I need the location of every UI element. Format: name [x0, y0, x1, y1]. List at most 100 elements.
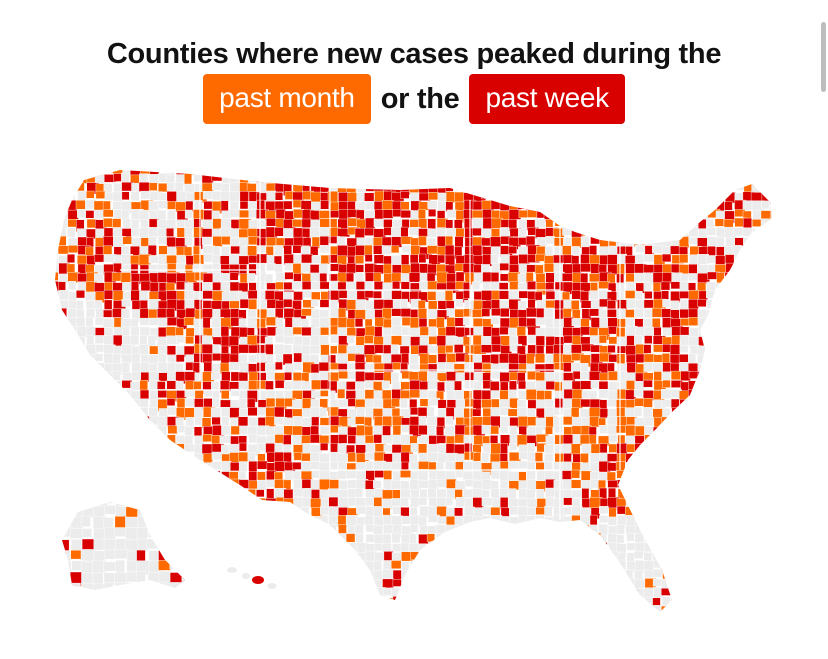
county-cell: [103, 227, 114, 238]
county-cell: [608, 191, 617, 204]
county-cell: [347, 408, 357, 418]
county-cell: [661, 561, 674, 572]
county-cell: [284, 579, 294, 592]
county-cell: [678, 452, 689, 461]
county-cell: [103, 595, 116, 608]
county-cell: [302, 606, 314, 612]
county-cell: [743, 343, 751, 357]
county-cell: [517, 570, 528, 581]
county-cell: [526, 470, 536, 481]
county-cell: [237, 541, 247, 553]
county-cell: [66, 192, 76, 201]
county-cell: [301, 308, 314, 317]
county-cell: [689, 461, 702, 471]
county-cell: [751, 317, 762, 329]
county-cell: [616, 183, 627, 192]
county-cell: [689, 569, 700, 579]
county-cell: [779, 427, 792, 434]
county-cell: [229, 281, 240, 293]
county-cell: [680, 614, 690, 624]
county-cell: [68, 345, 77, 358]
scrollbar-thumb[interactable]: [821, 22, 826, 92]
county-cell: [545, 174, 553, 188]
county-cell: [733, 524, 743, 536]
county-cell: [463, 209, 474, 220]
county-cell: [121, 399, 132, 413]
county-cell: [464, 170, 474, 177]
county-cell: [688, 182, 701, 192]
county-cell: [68, 588, 82, 599]
county-cell: [481, 452, 490, 463]
county-cell: [410, 192, 420, 202]
county-cell: [518, 380, 526, 390]
county-cell: [166, 469, 177, 479]
county-cell: [266, 560, 277, 570]
county-cell: [274, 263, 283, 274]
county-cell: [410, 489, 420, 499]
county-cell: [124, 582, 138, 590]
county-cell: [768, 219, 772, 231]
county-cell: [137, 502, 153, 505]
county-cell: [419, 272, 429, 281]
county-cell: [181, 502, 185, 510]
county-cell: [419, 605, 429, 612]
county-cell: [247, 542, 258, 551]
county-cell: [680, 173, 691, 186]
county-cell: [112, 588, 122, 600]
county-cell: [724, 282, 736, 295]
county-cell: [661, 416, 671, 427]
county-cell: [742, 541, 752, 551]
county-cell: [490, 316, 500, 325]
county-cell: [86, 362, 97, 376]
county-cell: [176, 254, 186, 264]
county-cell: [95, 606, 106, 612]
county-cell: [364, 192, 375, 202]
county-cell: [219, 606, 230, 612]
county-cell: [616, 470, 626, 479]
county-cell: [481, 560, 491, 572]
county-cell: [562, 479, 572, 490]
county-cell: [481, 542, 492, 555]
county-cell: [184, 227, 193, 239]
hawaii-island: [227, 567, 237, 573]
county-cell: [418, 596, 429, 604]
county-cell: [454, 308, 465, 318]
county-cell: [615, 524, 625, 535]
county-cell: [734, 453, 744, 465]
county-cell: [202, 606, 215, 612]
county-cell: [275, 192, 284, 201]
county-cell: [292, 170, 302, 176]
county-cell: [770, 470, 772, 482]
county-cell: [562, 461, 572, 471]
county-cell: [716, 533, 729, 545]
county-cell: [400, 170, 411, 176]
county-cell: [418, 425, 429, 435]
county-cell: [490, 507, 501, 516]
county-cell: [102, 318, 115, 328]
county-cell: [760, 173, 772, 184]
county-cell: [175, 471, 187, 482]
county-cell: [743, 263, 757, 273]
county-cell: [590, 605, 602, 612]
county-cell: [409, 507, 418, 516]
county-cell: [373, 201, 384, 212]
county-cell: [85, 480, 98, 494]
county-cell: [634, 498, 646, 507]
county-cell: [220, 273, 232, 282]
county-cell: [320, 200, 330, 210]
county-cell: [58, 570, 72, 582]
county-cell: [769, 389, 772, 400]
county-cell: [319, 605, 333, 612]
county-cell: [751, 308, 763, 319]
county-cell: [283, 588, 293, 600]
county-cell: [203, 570, 213, 581]
county-cell: [725, 309, 733, 321]
county-cell: [697, 371, 711, 384]
county-cell: [734, 569, 744, 580]
county-cell: [660, 281, 671, 291]
county-cell: [760, 372, 772, 384]
county-cell: [464, 606, 475, 612]
county-cell: [472, 524, 484, 535]
county-cell: [437, 399, 447, 409]
county-cell: [59, 416, 72, 425]
